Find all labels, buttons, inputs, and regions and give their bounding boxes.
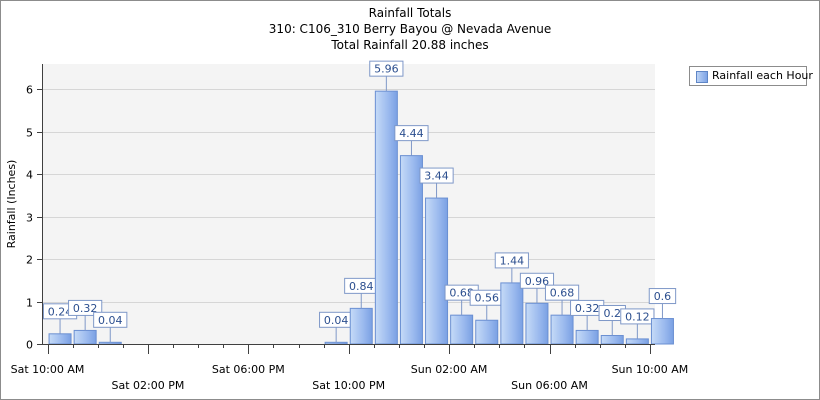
data-label: 0.84: [349, 280, 374, 293]
data-label: 0.56: [475, 292, 500, 305]
data-label: 5.96: [374, 63, 399, 76]
data-label: 0.68: [449, 287, 474, 300]
y-tick-label: 3: [26, 212, 33, 225]
bar: [73, 329, 97, 345]
bar: [475, 319, 499, 345]
data-label-box: [519, 272, 555, 289]
bar: [425, 197, 449, 345]
y-tick-label: 1: [26, 297, 33, 310]
bar: [550, 314, 574, 345]
legend-label: Rainfall each Hour: [712, 69, 813, 82]
legend-swatch: [696, 71, 708, 83]
bar: [575, 329, 599, 345]
x-tick-label: Sat 06:00 PM: [212, 363, 285, 376]
data-label-box: [394, 125, 429, 142]
data-label-box: [369, 60, 404, 77]
y-tick-label: 4: [26, 169, 33, 182]
y-tick-label: 2: [26, 254, 33, 267]
data-label: 0.04: [324, 314, 349, 327]
bar: [399, 155, 423, 345]
bar: [324, 341, 348, 345]
data-label-box: [494, 252, 529, 269]
x-tick-label: Sat 10:00 PM: [312, 379, 385, 392]
data-label: 0.32: [575, 302, 600, 315]
bar: [450, 314, 474, 345]
data-label: 1.44: [500, 254, 525, 267]
data-label: 0.32: [73, 302, 98, 315]
chart-title: Rainfall Totals: [368, 6, 452, 20]
y-tick-label: 0: [26, 339, 33, 352]
chart-total-rainfall: Total Rainfall 20.88 inches: [331, 38, 489, 52]
data-label: 0.12: [625, 310, 650, 323]
bar: [625, 338, 649, 345]
data-label-box: [93, 311, 128, 328]
data-label: 0.24: [48, 305, 73, 318]
bar: [374, 90, 398, 345]
bar: [650, 318, 674, 345]
data-label: 3.44: [424, 170, 449, 183]
chart-legend: Rainfall each Hour: [689, 66, 813, 86]
data-label-box: [620, 308, 655, 325]
data-label: 0.2: [604, 307, 622, 320]
x-tick-label: Sun 10:00 AM: [612, 363, 689, 376]
y-tick-label: 6: [26, 84, 33, 97]
bar: [98, 341, 122, 345]
chart-subtitle: 310: C106_310 Berry Bayou @ Nevada Avenu…: [268, 22, 552, 36]
data-label-box: [648, 288, 677, 305]
data-label: 0.96: [525, 275, 550, 288]
data-label: 0.68: [550, 287, 575, 300]
data-label-box: [419, 167, 454, 184]
x-tick-label: Sun 02:00 AM: [411, 363, 488, 376]
data-label-box: [68, 299, 103, 316]
x-tick-label: Sun 06:00 AM: [511, 379, 588, 392]
bar: [600, 335, 624, 345]
data-label: 0.6: [654, 290, 672, 303]
x-tick-label: Sat 02:00 PM: [111, 379, 184, 392]
bar: [48, 333, 72, 345]
y-tick-label: 5: [26, 127, 33, 140]
y-axis-title: Rainfall (Inches): [5, 160, 18, 249]
x-tick-label: Sat 10:00 AM: [11, 363, 85, 376]
data-label: 0.04: [98, 314, 123, 327]
data-label: 4.44: [399, 127, 424, 140]
bar: [525, 302, 549, 345]
bar: [349, 307, 373, 345]
data-label-box: [544, 284, 580, 301]
bar: [500, 282, 524, 345]
